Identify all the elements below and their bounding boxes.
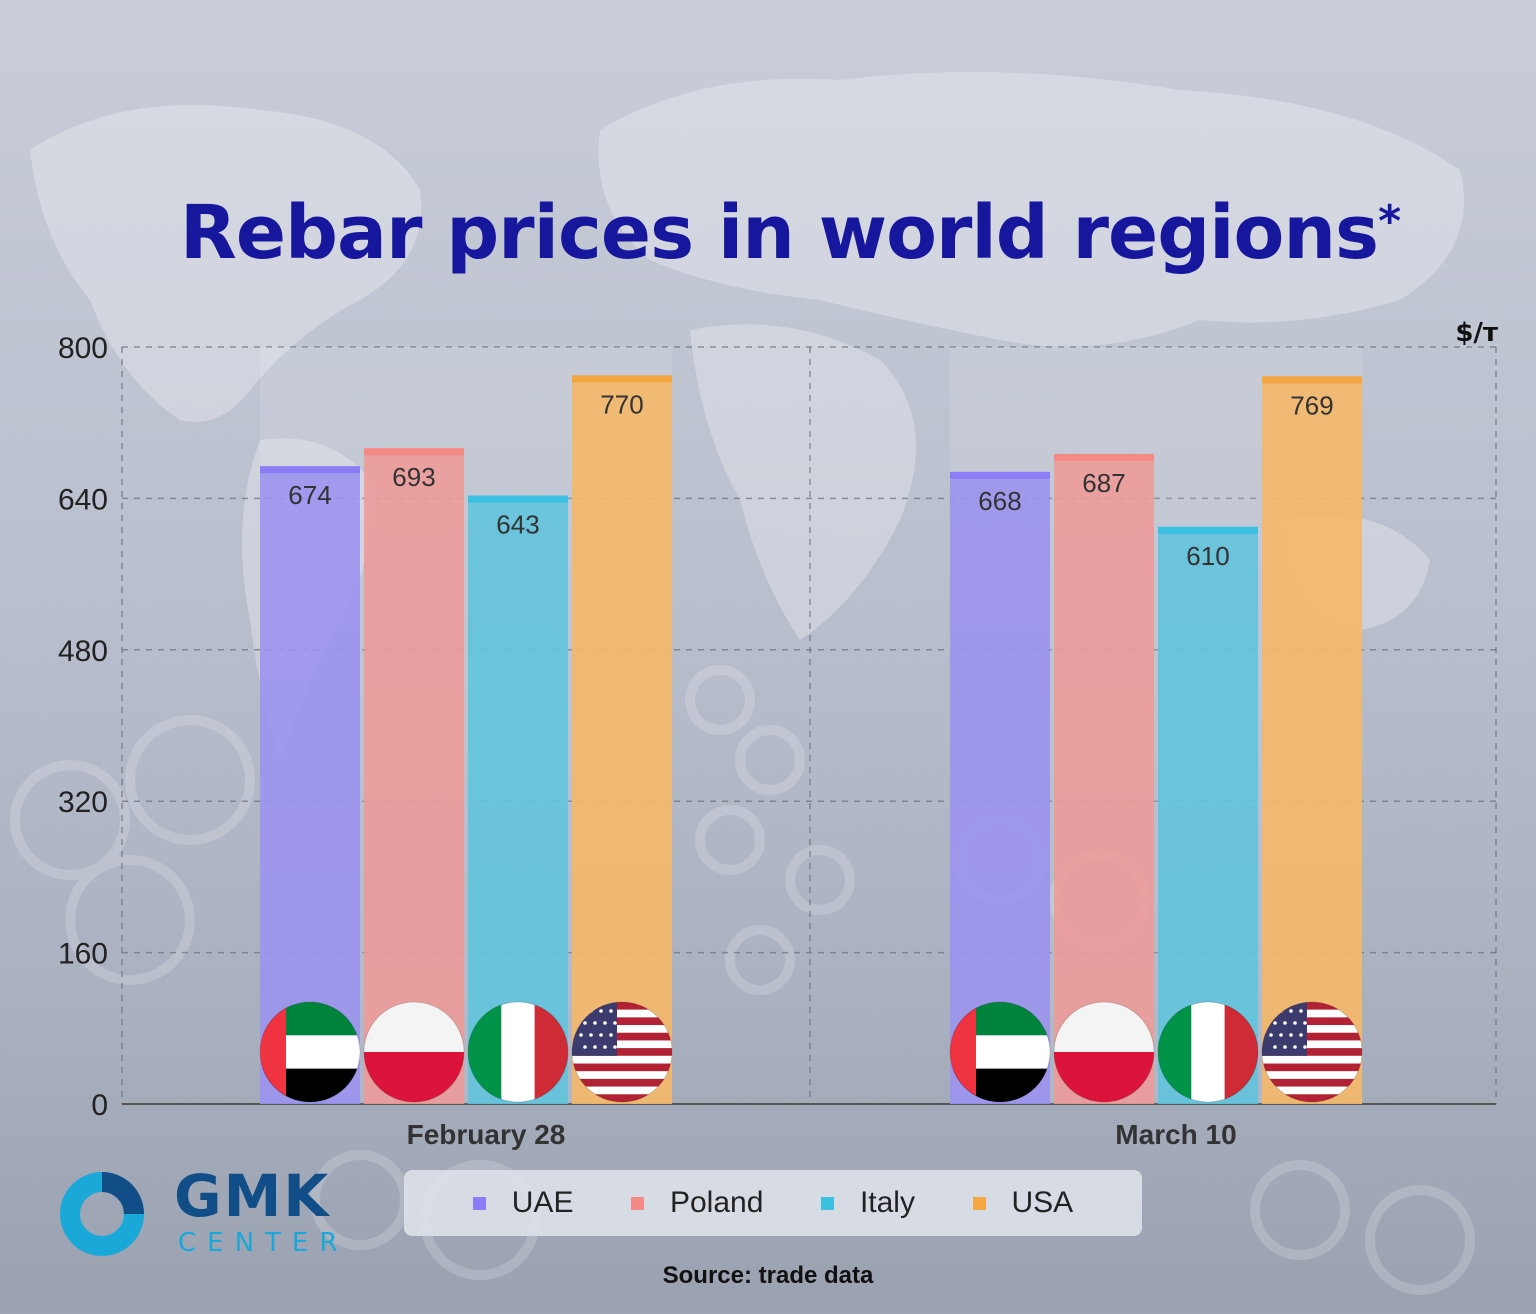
usa-flag-icon <box>572 1002 672 1102</box>
poland-flag-icon <box>1054 1002 1154 1102</box>
bar-usa-2 <box>1262 376 1362 1104</box>
bar-cap-poland-2 <box>1054 453 1154 461</box>
flag-outline-italy-2 <box>1157 1001 1259 1103</box>
flag-outline-uae-1 <box>259 1001 361 1103</box>
italy-flag-icon <box>468 1002 568 1102</box>
data-label-poland-2: 687 <box>1082 468 1125 498</box>
legend-item-italy: Italy <box>820 1186 915 1220</box>
bar-cap-usa-2 <box>1262 376 1362 384</box>
bar-cap-italy-2 <box>1158 526 1258 534</box>
data-label-italy-2: 610 <box>1186 541 1229 571</box>
chart-title-text: Rebar prices in world regions <box>179 190 1379 276</box>
data-label-usa-2: 769 <box>1290 390 1333 420</box>
uae-flag-icon <box>950 1002 1050 1102</box>
legend-item-usa: USA <box>972 1186 1074 1220</box>
chart-title: Rebar prices in world regions* <box>0 190 1536 276</box>
data-label-uae-1: 674 <box>288 480 331 510</box>
data-label-uae-2: 668 <box>978 486 1021 516</box>
gmk-center-logo: GMK CENTER <box>58 1162 358 1266</box>
data-label-poland-1: 693 <box>392 462 435 492</box>
bar-cap-italy-1 <box>468 495 568 503</box>
legend-label-italy: Italy <box>859 1186 915 1219</box>
flag-outline-poland-2 <box>1053 1001 1155 1103</box>
y-tick-label-640: 640 <box>58 483 108 516</box>
y-tick-label-160: 160 <box>58 938 108 971</box>
legend-label-usa: USA <box>1011 1186 1074 1219</box>
flag-outline-usa-1 <box>571 1001 673 1103</box>
flag-outline-usa-2 <box>1261 1001 1363 1103</box>
bar-cap-poland-1 <box>364 448 464 456</box>
x-tick-label-2: March 10 <box>1115 1119 1236 1150</box>
bar-uae-2 <box>950 471 1050 1104</box>
italy-flag-icon <box>1158 1002 1258 1102</box>
bar-cap-uae-1 <box>260 466 360 474</box>
y-tick-label-0: 0 <box>91 1089 108 1122</box>
y-tick-label-480: 480 <box>58 635 108 668</box>
flag-outline-uae-2 <box>949 1001 1051 1103</box>
source-note: Source: trade data <box>662 1262 874 1289</box>
legend-label-poland: Poland <box>669 1186 764 1219</box>
bar-poland-1 <box>364 448 464 1104</box>
bar-cap-uae-2 <box>950 471 1050 479</box>
flag-outline-poland-1 <box>363 1001 465 1103</box>
y-tick-label-320: 320 <box>58 786 108 819</box>
flag-outline-italy-1 <box>467 1001 569 1103</box>
y-tick-label-800: 800 <box>58 332 108 365</box>
bar-usa-1 <box>572 375 672 1104</box>
legend-swatch-poland <box>630 1196 644 1210</box>
bar-cap-usa-1 <box>572 375 672 383</box>
bar-poland-2 <box>1054 453 1154 1104</box>
legend-swatch-italy <box>820 1196 834 1210</box>
y-axis-unit-label: $/т <box>1455 318 1498 348</box>
uae-flag-icon <box>260 1002 360 1102</box>
legend-swatch-uae <box>472 1196 486 1210</box>
chart-legend: UAE Poland Italy USA <box>404 1170 1142 1236</box>
legend-item-uae: UAE <box>472 1186 574 1220</box>
legend-label-uae: UAE <box>511 1186 574 1219</box>
logo-ring-icon <box>60 1172 144 1256</box>
logo-subname: CENTER <box>178 1228 349 1258</box>
data-label-italy-1: 643 <box>496 510 539 540</box>
title-asterisk: * <box>1378 196 1401 247</box>
usa-flag-icon <box>1262 1002 1362 1102</box>
data-label-usa-1: 770 <box>600 389 643 419</box>
legend-swatch-usa <box>972 1196 986 1210</box>
legend-item-poland: Poland <box>630 1186 764 1220</box>
poland-flag-icon <box>364 1002 464 1102</box>
bar-uae-1 <box>260 466 360 1104</box>
logo-name: GMK <box>174 1162 331 1230</box>
x-tick-label-1: February 28 <box>407 1119 566 1150</box>
